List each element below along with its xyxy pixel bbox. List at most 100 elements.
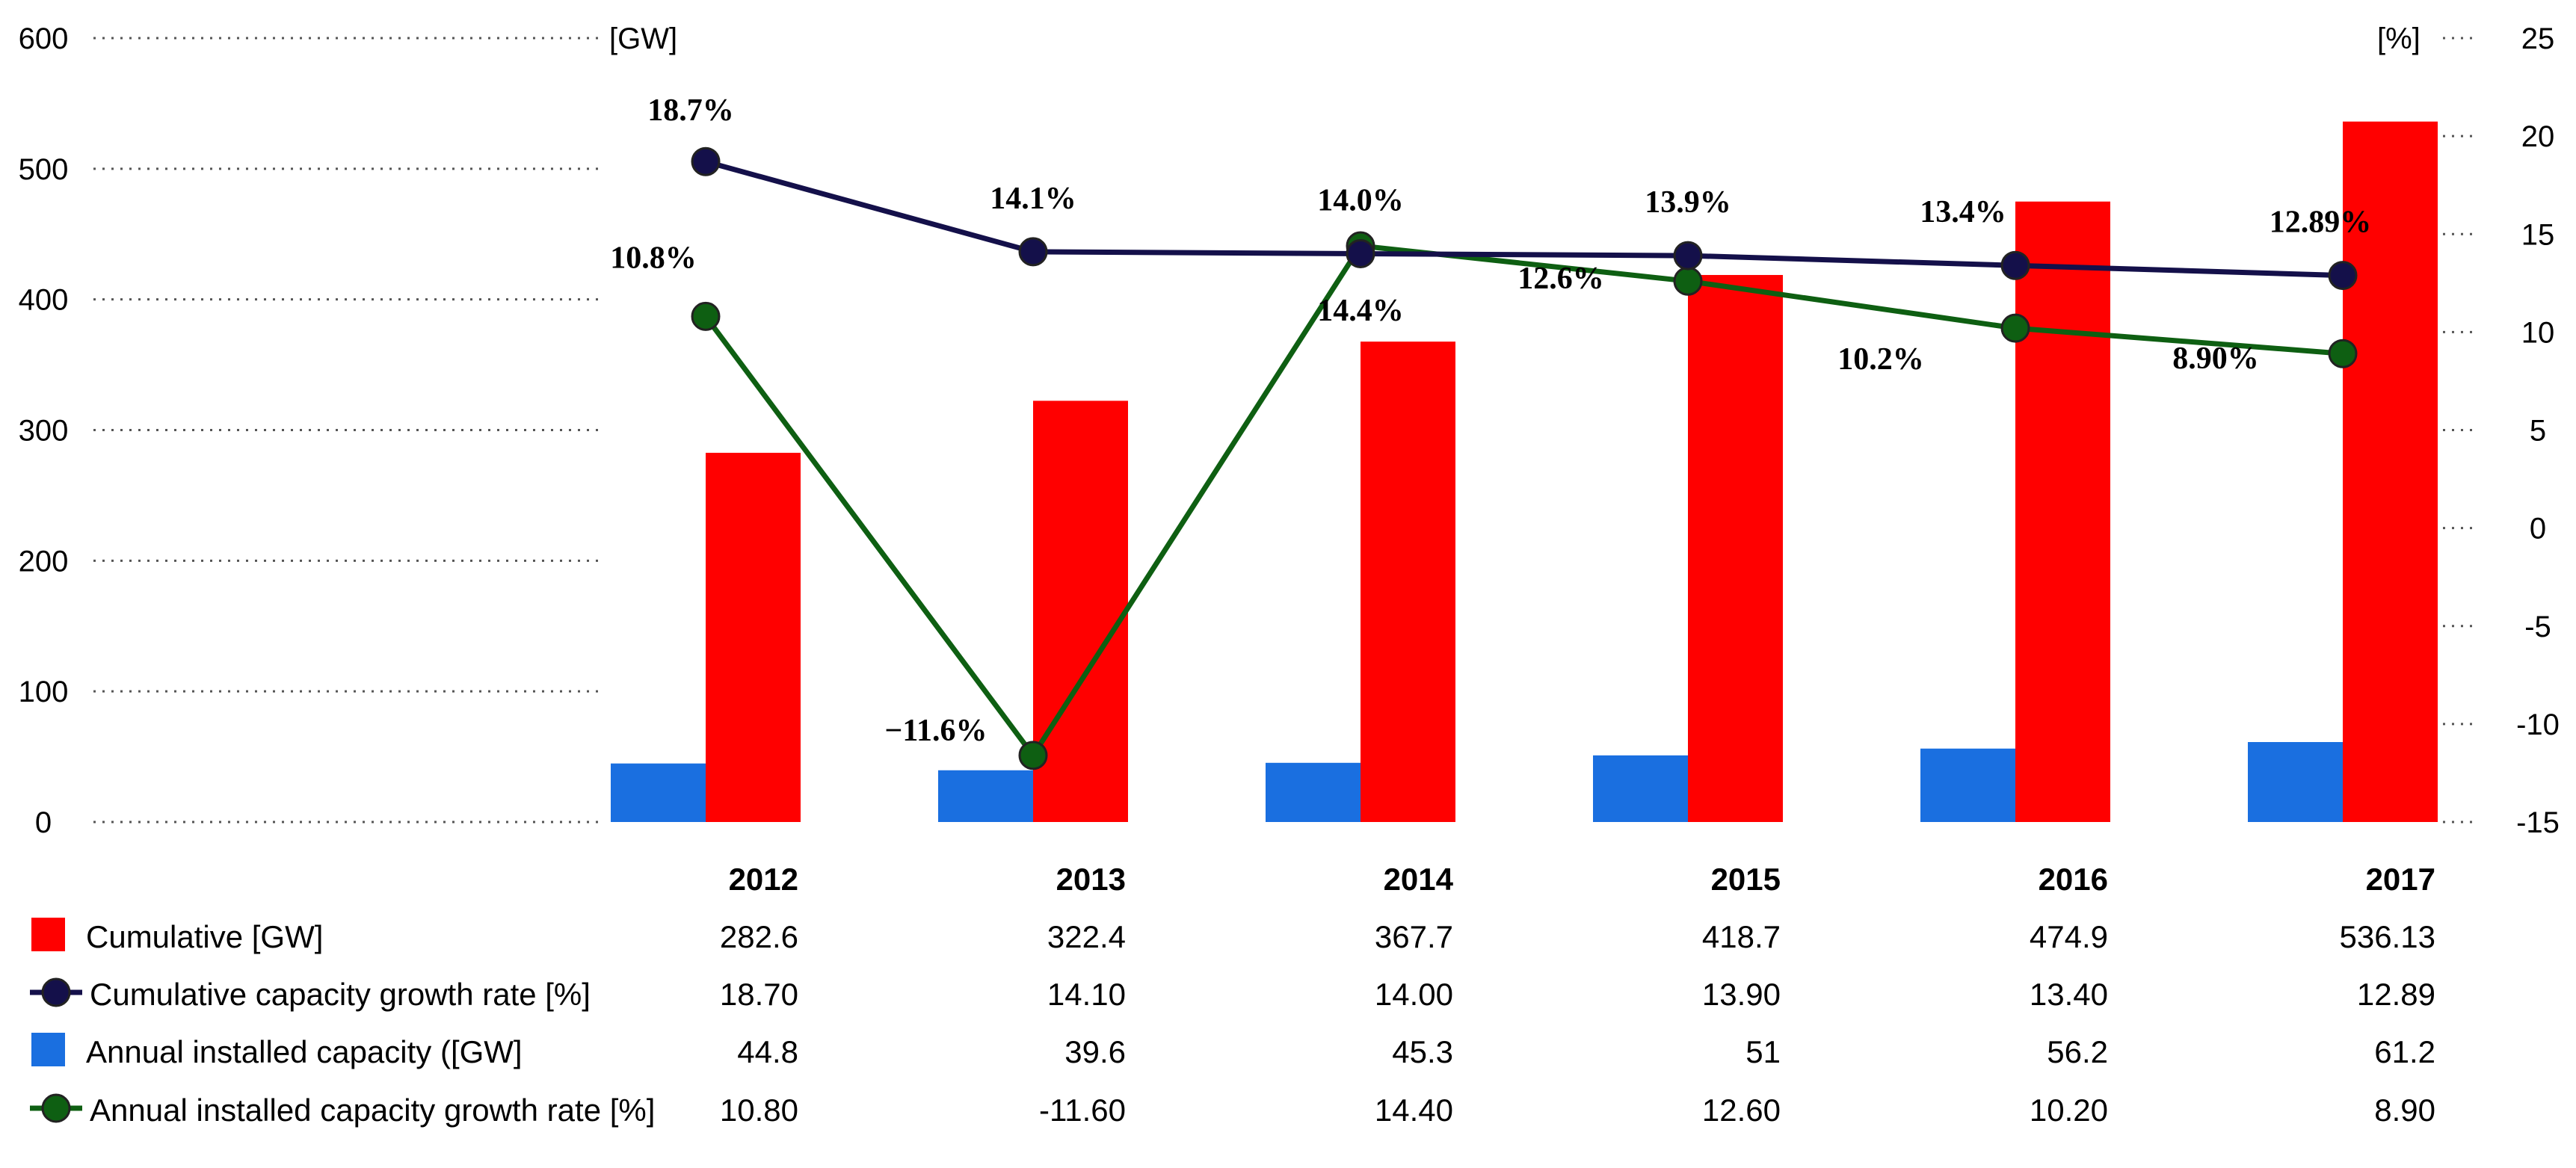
left-tick-label: 100 bbox=[19, 676, 69, 708]
table-cell-annual_growth-2012: 10.80 bbox=[720, 1093, 798, 1128]
point-cum_growth-2016 bbox=[2000, 250, 2030, 280]
bar-annual-2015 bbox=[1593, 755, 1688, 822]
point-cum_growth-2012 bbox=[691, 146, 721, 176]
data-labels: 18.7% 14.1% 14.0% 13.9% 13.4% 12.89% 10.8% −11.… bbox=[610, 93, 2371, 748]
right-tick-label: 10 bbox=[2521, 316, 2555, 349]
bar-cumulative-2017 bbox=[2343, 121, 2438, 823]
left-axis-unit: [GW] bbox=[609, 22, 677, 55]
label-annual-growth-2014: 14.4% bbox=[1317, 294, 1404, 328]
table-cell-cum_growth-2017: 12.89 bbox=[2357, 977, 2435, 1012]
table-cell-cumulative-2016: 474.9 bbox=[2030, 919, 2108, 954]
label-cum-growth-2015: 13.9% bbox=[1645, 185, 1731, 220]
point-cum_growth-2013 bbox=[1018, 237, 1048, 267]
category-label: 2014 bbox=[1384, 862, 1454, 897]
table-cell-cum_growth-2015: 13.90 bbox=[1702, 977, 1781, 1012]
point-cum_growth-2017 bbox=[2328, 261, 2358, 291]
point-cum_growth-2015 bbox=[1673, 241, 1703, 271]
gridlines bbox=[93, 37, 2478, 824]
line-annual_growth bbox=[703, 243, 2344, 758]
category-label: 2012 bbox=[729, 862, 798, 897]
legend-swatch-annual bbox=[31, 1033, 65, 1066]
right-tick-label: 15 bbox=[2521, 218, 2555, 251]
point-cum_growth-2014 bbox=[1346, 238, 1375, 268]
label-annual-growth-2013: −11.6% bbox=[884, 714, 987, 748]
label-annual-growth-2016: 10.2% bbox=[1837, 342, 1924, 377]
left-tick-label: 300 bbox=[19, 415, 69, 448]
left-tick-label: 0 bbox=[35, 806, 52, 839]
bar-annual-2016 bbox=[1920, 748, 2015, 822]
table-cell-annual_growth-2015: 12.60 bbox=[1702, 1093, 1781, 1128]
right-tick-label: 5 bbox=[2530, 415, 2546, 448]
table-cell-cumulative-2012: 282.6 bbox=[720, 919, 798, 954]
table-cell-cumulative-2013: 322.4 bbox=[1047, 919, 1126, 954]
bar-annual-2017 bbox=[2248, 742, 2343, 822]
category-label: 2013 bbox=[1056, 862, 1126, 897]
bar-annual-2013 bbox=[938, 770, 1033, 822]
bar-cumulative-2015 bbox=[1688, 274, 1783, 822]
bar-cumulative-2014 bbox=[1361, 342, 1455, 823]
right-tick-label: -15 bbox=[2516, 806, 2560, 839]
table-cell-annual-2014: 45.3 bbox=[1392, 1034, 1453, 1069]
table-cell-annual-2017: 61.2 bbox=[2374, 1034, 2435, 1069]
point-annual_growth-2015 bbox=[1673, 266, 1703, 296]
bar-cumulative-2013 bbox=[1033, 401, 1128, 822]
right-axis-unit: [%] bbox=[2377, 22, 2421, 55]
left-tick-label: 600 bbox=[19, 22, 69, 55]
point-annual_growth-2017 bbox=[2328, 339, 2358, 368]
bar-annual-2014 bbox=[1266, 762, 1361, 822]
label-cum-growth-2016: 13.4% bbox=[1920, 195, 2006, 229]
table-cell-annual_growth-2013: -11.60 bbox=[1039, 1093, 1126, 1128]
table-cell-annual-2016: 56.2 bbox=[2047, 1034, 2108, 1069]
table-cell-cumulative-2015: 418.7 bbox=[1702, 919, 1781, 954]
table-cell-cum_growth-2016: 13.40 bbox=[2030, 977, 2108, 1012]
table-cell-annual-2013: 39.6 bbox=[1064, 1034, 1126, 1069]
label-cum-growth-2017: 12.89% bbox=[2270, 206, 2372, 240]
category-label: 2016 bbox=[2039, 862, 2108, 897]
lines bbox=[691, 146, 2358, 770]
legend-marker-annual_growth bbox=[41, 1093, 71, 1123]
table-cell-annual-2012: 44.8 bbox=[737, 1034, 798, 1069]
data-table: 2012 2013 2014 2015 2016 2017 Cumulative [GW] 2… bbox=[30, 862, 2435, 1128]
legend-marker-cum_growth bbox=[41, 977, 71, 1007]
line-cum_growth bbox=[705, 158, 2344, 279]
right-tick-label: -5 bbox=[2524, 611, 2551, 643]
table-cell-cumulative-2014: 367.7 bbox=[1375, 919, 1453, 954]
left-axis: 0 100 200 300 400 500 600 [GW] bbox=[19, 22, 677, 839]
right-tick-label: -10 bbox=[2516, 708, 2560, 741]
right-tick-label: 20 bbox=[2521, 120, 2555, 153]
bar-cumulative-2016 bbox=[2015, 201, 2110, 822]
table-cell-annual_growth-2016: 10.20 bbox=[2030, 1093, 2108, 1128]
label-annual-growth-2012: 10.8% bbox=[610, 241, 697, 275]
point-annual_growth-2012 bbox=[691, 301, 721, 331]
right-axis: -15 -10 -5 0 5 10 15 20 25 [%] bbox=[2377, 22, 2560, 839]
left-tick-label: 200 bbox=[19, 545, 69, 578]
legend-label-cumulative: Cumulative [GW] bbox=[86, 919, 323, 954]
left-tick-label: 400 bbox=[19, 284, 69, 317]
table-cell-annual_growth-2014: 14.40 bbox=[1375, 1093, 1453, 1128]
table-cell-annual_growth-2017: 8.90 bbox=[2374, 1093, 2435, 1128]
label-annual-growth-2017: 8.90% bbox=[2172, 342, 2259, 376]
point-annual_growth-2013 bbox=[1018, 741, 1048, 770]
category-label: 2017 bbox=[2366, 862, 2435, 897]
left-tick-label: 500 bbox=[19, 153, 69, 186]
label-cum-growth-2013: 14.1% bbox=[990, 182, 1076, 216]
table-cell-annual-2015: 51 bbox=[1745, 1034, 1781, 1069]
right-tick-label: 25 bbox=[2521, 22, 2555, 55]
bar-cumulative-2012 bbox=[706, 452, 801, 822]
label-cum-growth-2012: 18.7% bbox=[647, 93, 734, 128]
label-cum-growth-2014: 14.0% bbox=[1317, 183, 1404, 217]
legend-label-cum_growth: Cumulative capacity growth rate [%] bbox=[90, 977, 591, 1012]
legend-swatch-cumulative bbox=[31, 918, 65, 951]
category-label: 2015 bbox=[1711, 862, 1781, 897]
point-annual_growth-2016 bbox=[2000, 313, 2030, 343]
table-cell-cumulative-2017: 536.13 bbox=[2340, 919, 2435, 954]
legend-label-annual_growth: Annual installed capacity growth rate [%… bbox=[90, 1093, 655, 1128]
legend-label-annual: Annual installed capacity ([GW] bbox=[86, 1034, 523, 1069]
right-tick-label: 0 bbox=[2530, 513, 2546, 546]
table-cell-cum_growth-2014: 14.00 bbox=[1375, 977, 1453, 1012]
bar-annual-2012 bbox=[611, 763, 706, 822]
label-annual-growth-2015: 12.6% bbox=[1517, 262, 1604, 296]
table-cell-cum_growth-2012: 18.70 bbox=[720, 977, 798, 1012]
bars bbox=[611, 121, 2438, 823]
